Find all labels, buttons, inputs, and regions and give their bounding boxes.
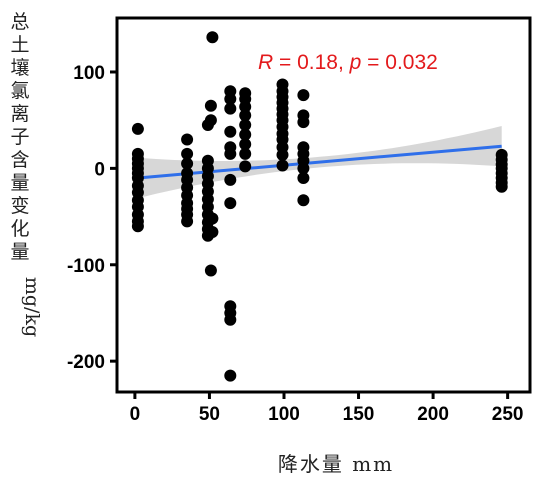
y-axis-label-char: 土	[10, 34, 29, 56]
y-axis-label-char: 变	[10, 195, 29, 217]
data-point	[181, 147, 194, 160]
data-point	[495, 180, 508, 193]
data-point	[206, 31, 219, 44]
data-point	[239, 147, 252, 160]
data-point	[204, 114, 217, 127]
data-point	[131, 220, 144, 233]
regression-line	[137, 144, 502, 180]
data-point	[224, 125, 237, 138]
x-axis-label: 降水量 mm	[278, 452, 394, 476]
x-tick-label: 150	[343, 404, 375, 425]
data-point	[224, 93, 237, 105]
x-tick-label: 50	[199, 404, 220, 425]
y-axis-label-char: 含	[10, 149, 29, 171]
data-point	[239, 109, 252, 122]
data-point	[276, 159, 289, 172]
data-point	[297, 116, 310, 129]
data-point	[239, 138, 252, 151]
y-axis-label-char: 量	[10, 172, 29, 194]
data-point	[239, 119, 252, 131]
data-point	[297, 194, 310, 207]
y-tick-label: -200	[67, 352, 105, 373]
x-tick-label: 250	[492, 404, 524, 425]
data-point	[224, 369, 237, 382]
data-point	[297, 162, 310, 175]
data-point	[204, 264, 217, 277]
data-point	[297, 89, 310, 102]
data-point	[206, 212, 219, 225]
data-points-layer	[131, 31, 508, 382]
regression-line-layer	[137, 144, 502, 180]
annotation-p-value: = 0.032	[361, 51, 437, 74]
y-tick-label: 0	[94, 159, 105, 180]
regression-annotation: R = 0.18, p = 0.032	[258, 51, 438, 74]
y-axis-label-char: 量	[10, 241, 29, 263]
x-tick-label: 0	[130, 404, 141, 425]
data-point	[239, 128, 252, 141]
y-axis-label-char: 离	[10, 103, 29, 125]
annotation-r-symbol: R	[258, 51, 273, 74]
plot-frame	[115, 16, 532, 394]
y-axis-label-char: 总	[10, 11, 29, 33]
data-point	[131, 122, 144, 135]
y-axis-label-char: 氯	[10, 80, 29, 102]
data-point	[181, 157, 194, 170]
data-point	[224, 102, 237, 115]
data-point	[239, 100, 252, 113]
axis-ticks-layer: 0 50 100 150 200 250 -200 -100 0 100	[67, 63, 524, 425]
data-point	[239, 160, 252, 173]
data-point	[224, 173, 237, 186]
data-point	[206, 226, 219, 238]
x-tick-label: 200	[417, 404, 449, 425]
y-tick-label: 100	[73, 63, 105, 84]
data-point	[224, 197, 237, 210]
data-point	[276, 148, 289, 161]
y-tick-label: -100	[67, 256, 105, 277]
data-point	[224, 147, 237, 160]
data-point	[224, 313, 237, 326]
y-axis-label-char: 化	[10, 218, 29, 240]
data-point	[204, 99, 217, 112]
data-point	[181, 215, 194, 228]
annotation-r-value: = 0.18,	[273, 51, 349, 74]
data-point	[181, 133, 194, 146]
y-axis-label-char: 子	[10, 126, 29, 148]
annotation-p-symbol: p	[349, 51, 362, 74]
x-tick-label: 100	[268, 404, 300, 425]
y-axis-label-char: 壤	[10, 57, 29, 79]
y-axis-label-unit: mg/kg	[21, 277, 43, 337]
data-point	[297, 172, 310, 184]
